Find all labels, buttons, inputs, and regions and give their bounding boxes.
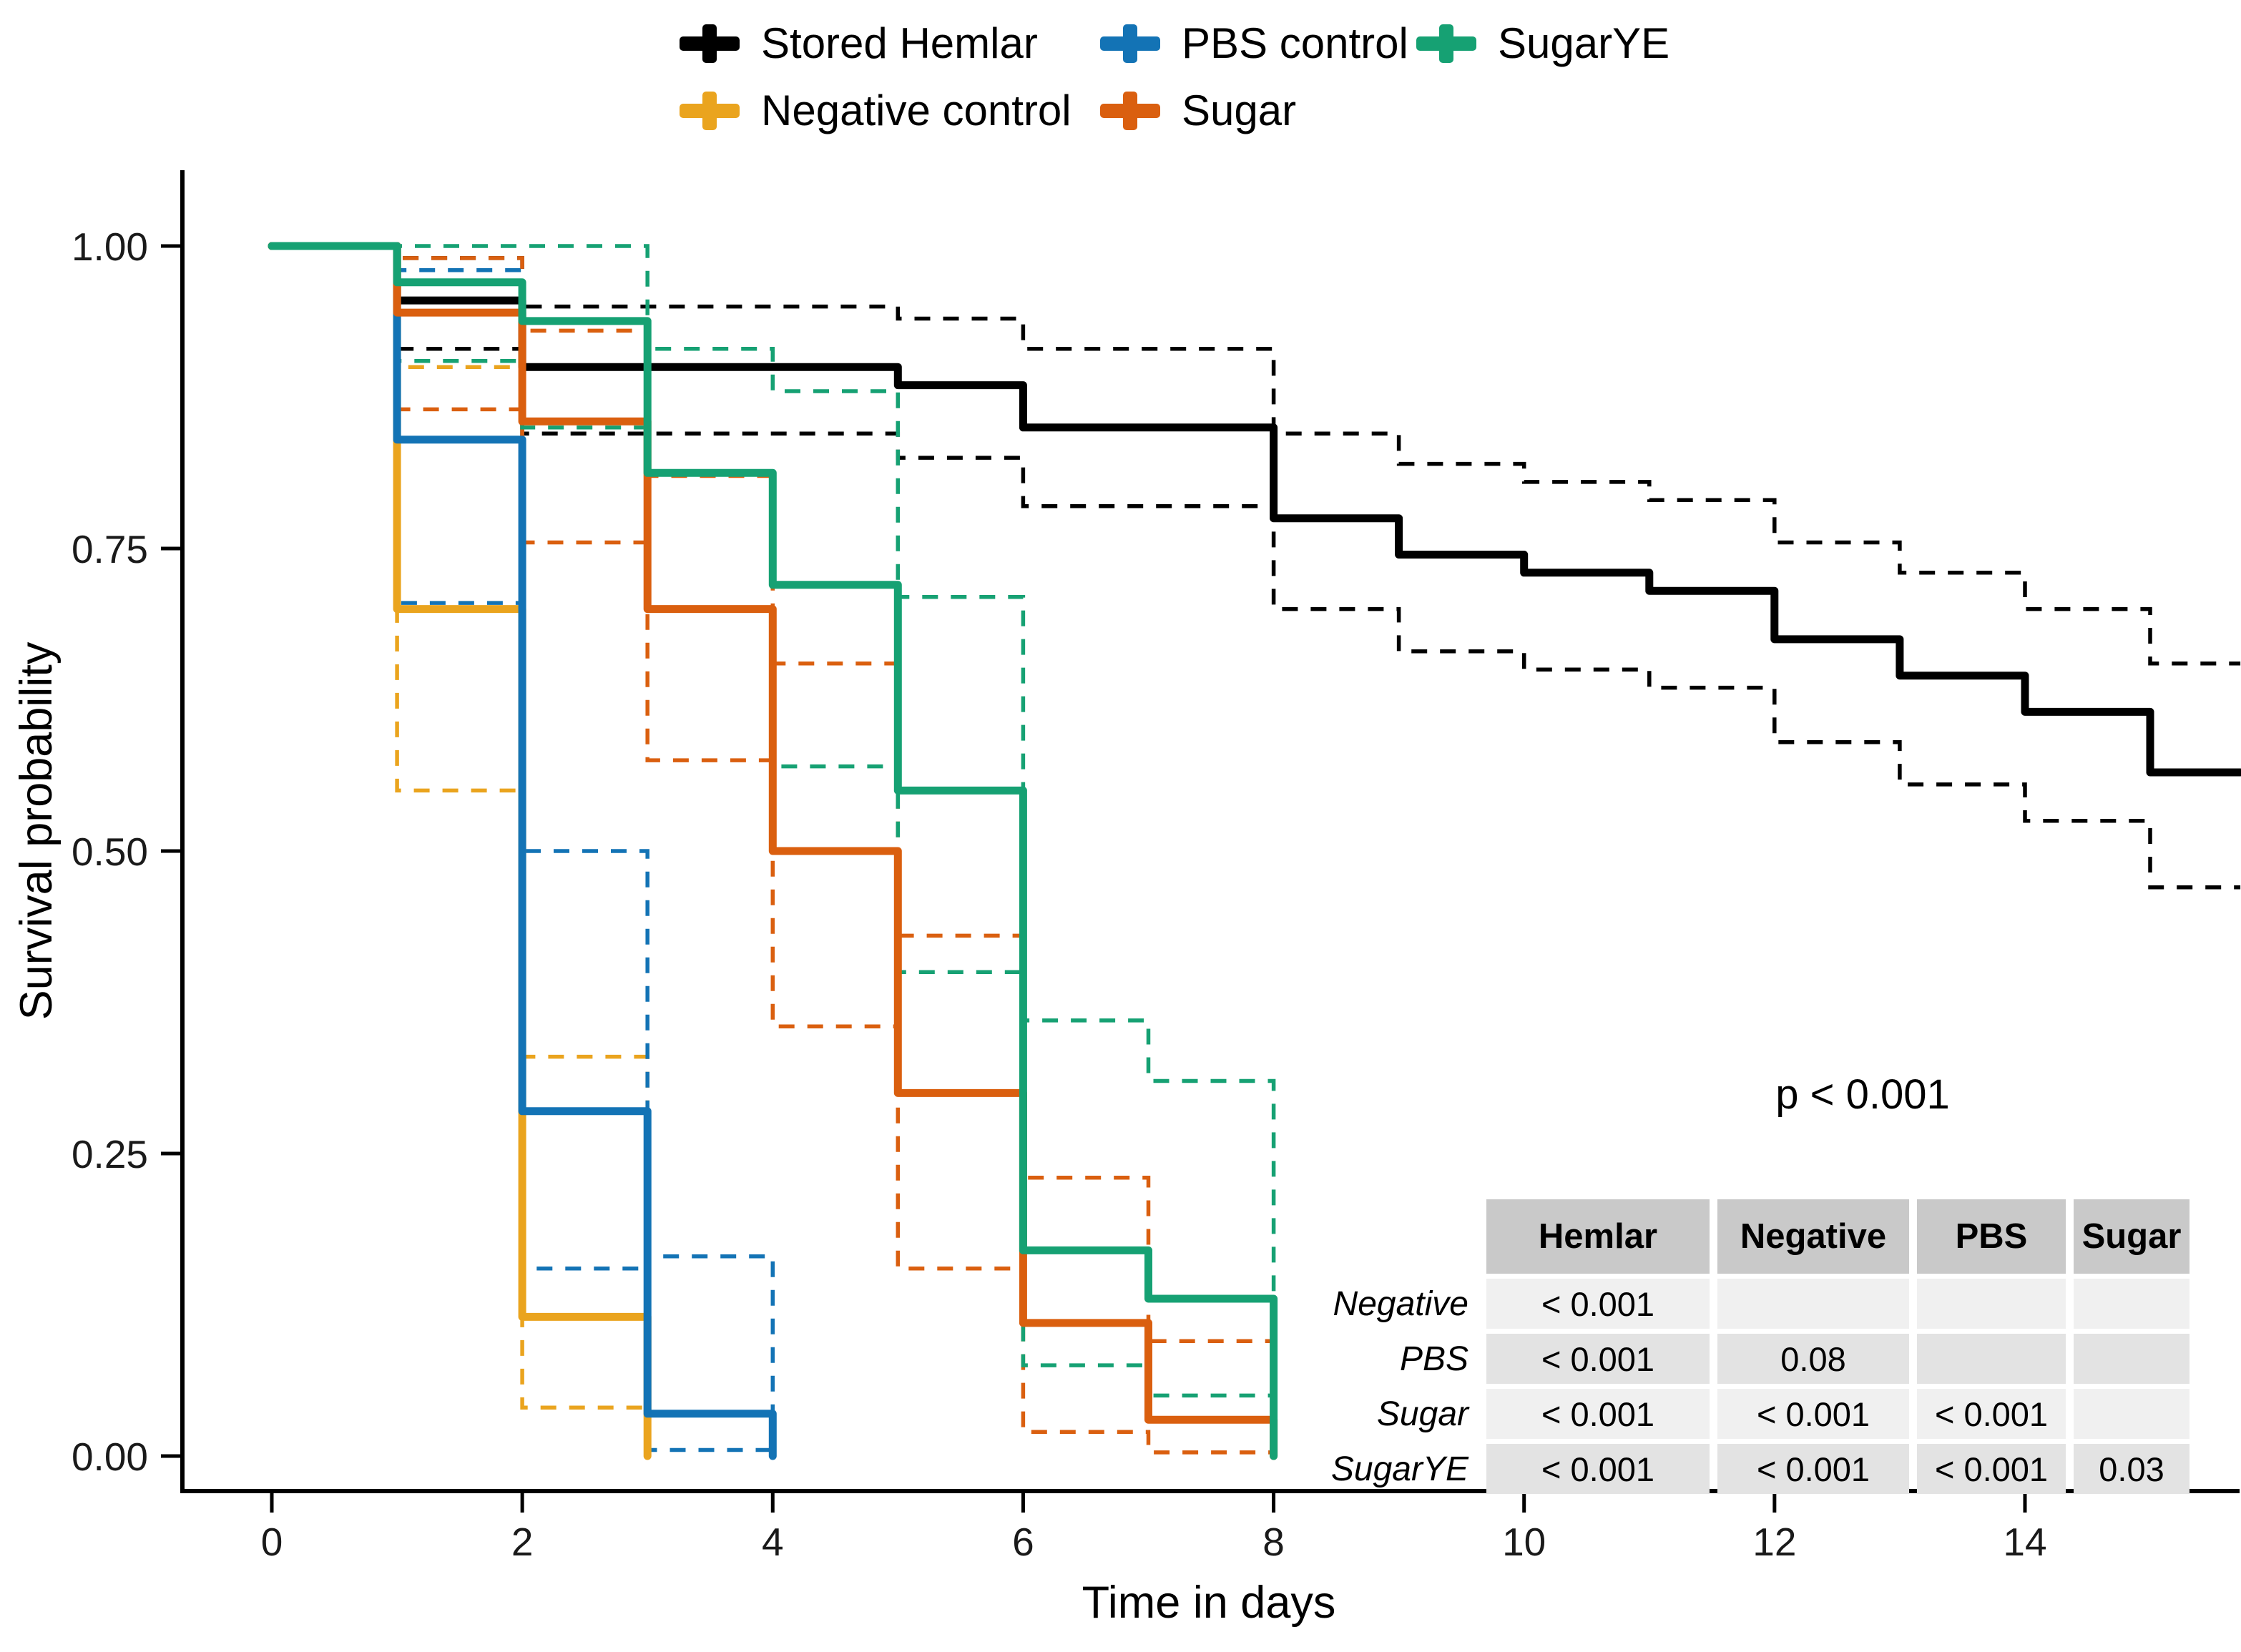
y-tick-label: 1.00 bbox=[72, 225, 148, 269]
pvalue-cell: < 0.001 bbox=[1486, 1279, 1710, 1329]
y-tick-label: 0.00 bbox=[72, 1435, 148, 1479]
row-label: PBS bbox=[1399, 1339, 1468, 1378]
pvalue-cell: < 0.001 bbox=[1917, 1444, 2066, 1494]
curve-sugarye bbox=[268, 242, 1278, 1460]
curve-sugar bbox=[268, 242, 1278, 1460]
row-label: Sugar bbox=[1376, 1395, 1468, 1433]
ci-upper-stored-hemlar bbox=[272, 244, 2241, 666]
x-tick-label: 14 bbox=[2003, 1520, 2046, 1564]
pvalue-cell: < 0.001 bbox=[1486, 1444, 1710, 1494]
col-header-negative: Negative bbox=[1717, 1199, 1909, 1274]
table-row: SugarYE < 0.001 < 0.001 < 0.001 0.03 bbox=[1318, 1444, 2189, 1494]
pbs-control-marker-icon bbox=[1100, 24, 1160, 63]
pvalue-cell: < 0.001 bbox=[1486, 1389, 1710, 1439]
ci-lower-stored-hemlar bbox=[272, 244, 2241, 890]
sugarye-marker-icon bbox=[1416, 24, 1476, 63]
pvalue-annotation: p < 0.001 Hemlar Negative PBS Sugar Nega… bbox=[1310, 1071, 2233, 1499]
y-tick-label: 0.75 bbox=[72, 527, 148, 571]
pvalue-cell: < 0.001 bbox=[1717, 1444, 1909, 1494]
legend-item-stored-hemlar: Stored Hemlar bbox=[680, 10, 1100, 77]
negative-control-marker-icon bbox=[680, 92, 740, 130]
x-tick-label: 0 bbox=[261, 1520, 283, 1564]
ci-upper-pbs-control bbox=[272, 244, 775, 1456]
legend-item-negative-control: Negative control bbox=[680, 77, 1100, 144]
pvalue-cell: < 0.001 bbox=[1917, 1389, 2066, 1439]
legend-item-pbs-control: PBS control bbox=[1100, 10, 1416, 77]
pvalue-cell bbox=[2074, 1334, 2189, 1384]
pvalue-cell bbox=[2074, 1279, 2189, 1329]
legend-label: SugarYE bbox=[1498, 19, 1670, 67]
pvalue-cell bbox=[1717, 1279, 1909, 1329]
y-tick-label: 0.50 bbox=[72, 830, 148, 874]
legend-label: Sugar bbox=[1182, 87, 1297, 134]
x-tick-label: 12 bbox=[1752, 1520, 1796, 1564]
col-header-pbs: PBS bbox=[1917, 1199, 2066, 1274]
table-corner-cell bbox=[1318, 1199, 1479, 1274]
x-tick-label: 2 bbox=[511, 1520, 534, 1564]
ci-upper-sugarye bbox=[272, 244, 1276, 1456]
pvalue-cell: 0.03 bbox=[2074, 1444, 2189, 1494]
pvalue-cell bbox=[1917, 1334, 2066, 1384]
pvalue-cell: < 0.001 bbox=[1717, 1389, 1909, 1439]
ci-lower-sugar bbox=[272, 244, 1276, 1456]
pvalue-cell: 0.08 bbox=[1717, 1334, 1909, 1384]
pvalue-cell bbox=[2074, 1389, 2189, 1439]
table-row: PBS < 0.001 0.08 bbox=[1318, 1334, 2189, 1384]
legend-label: Negative control bbox=[761, 87, 1072, 134]
table-row: Negative < 0.001 bbox=[1318, 1279, 2189, 1329]
pairwise-pvalue-table: Hemlar Negative PBS Sugar Negative < 0.0… bbox=[1310, 1194, 2197, 1499]
curve-stored-hemlar bbox=[268, 242, 2241, 777]
pvalue-cell bbox=[1917, 1279, 2066, 1329]
col-header-hemlar: Hemlar bbox=[1486, 1199, 1710, 1274]
y-tick-label: 0.25 bbox=[72, 1132, 148, 1176]
overall-pvalue: p < 0.001 bbox=[1775, 1071, 1950, 1118]
row-label: SugarYE bbox=[1330, 1450, 1468, 1488]
col-header-sugar: Sugar bbox=[2074, 1199, 2189, 1274]
table-row: Sugar < 0.001 < 0.001 < 0.001 bbox=[1318, 1389, 2189, 1439]
table-header-row: Hemlar Negative PBS Sugar bbox=[1318, 1199, 2189, 1274]
x-tick-label: 6 bbox=[1012, 1520, 1034, 1564]
x-axis-title: Time in days bbox=[1082, 1578, 1336, 1628]
pvalue-cell: < 0.001 bbox=[1486, 1334, 1710, 1384]
x-tick-label: 10 bbox=[1502, 1520, 1546, 1564]
y-axis-title: Survival probability bbox=[11, 641, 62, 1020]
legend-item-sugarye: SugarYE bbox=[1416, 10, 1669, 77]
legend: Stored Hemlar PBS control SugarYE Negati… bbox=[680, 10, 1669, 144]
legend-item-sugar: Sugar bbox=[1100, 77, 1416, 144]
legend-label: Stored Hemlar bbox=[761, 19, 1038, 67]
row-label: Negative bbox=[1333, 1284, 1468, 1323]
sugar-marker-icon bbox=[1100, 92, 1160, 130]
x-tick-label: 4 bbox=[762, 1520, 784, 1564]
legend-label: PBS control bbox=[1182, 19, 1408, 67]
stored-hemlar-marker-icon bbox=[680, 24, 740, 63]
x-tick-label: 8 bbox=[1262, 1520, 1285, 1564]
